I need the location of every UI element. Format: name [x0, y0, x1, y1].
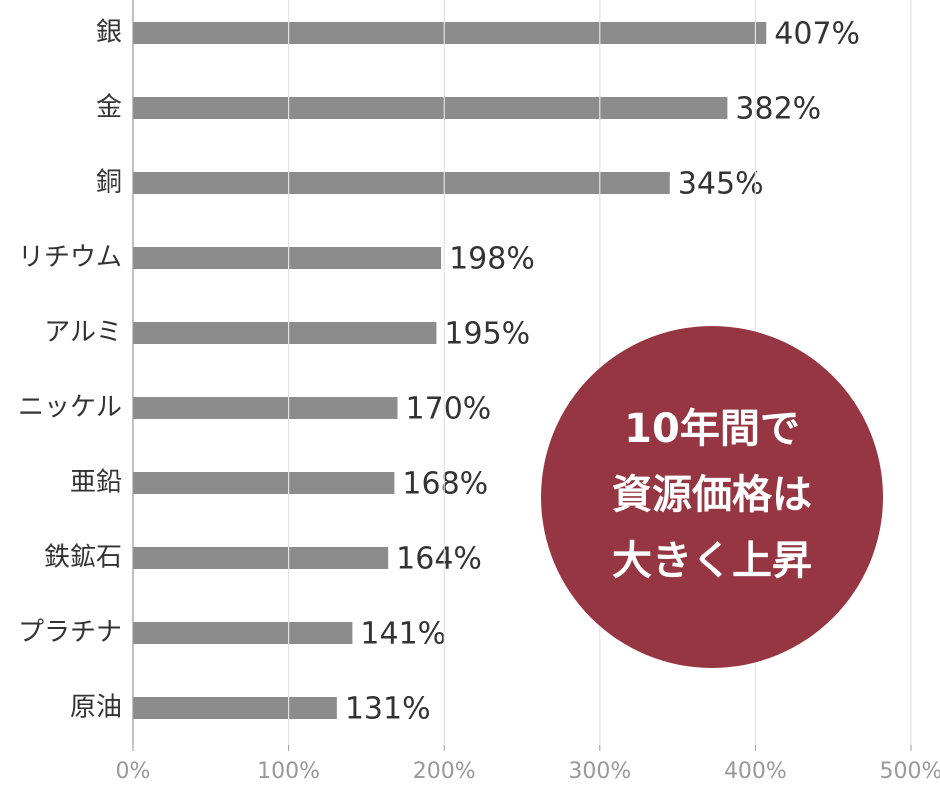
- x-tick-label: 300%: [568, 759, 631, 784]
- bar: [133, 622, 353, 644]
- bar: [133, 97, 728, 119]
- y-tick-label: 金: [96, 93, 122, 123]
- bar: [133, 472, 395, 494]
- bar: [133, 247, 442, 269]
- y-tick-label: アルミ: [44, 318, 122, 348]
- y-tick-label: 原油: [70, 693, 122, 723]
- data-label: 198%: [449, 242, 535, 277]
- annotation-text: 資源価格は: [612, 472, 812, 518]
- y-tick-label: 銅: [96, 168, 122, 198]
- data-label: 131%: [345, 692, 431, 727]
- bar: [133, 697, 337, 719]
- bar: [133, 22, 767, 44]
- data-label: 345%: [678, 167, 764, 202]
- data-label: 168%: [402, 467, 488, 502]
- bar: [133, 172, 670, 194]
- bar: [133, 547, 389, 569]
- x-tick-label: 500%: [880, 759, 940, 784]
- y-tick-label: リチウム: [18, 243, 122, 273]
- y-tick-label: プラチナ: [18, 618, 122, 648]
- data-label: 141%: [360, 617, 446, 652]
- x-tick-label: 0%: [116, 759, 151, 784]
- x-tick-label: 100%: [257, 759, 320, 784]
- x-tick-label: 400%: [724, 759, 787, 784]
- annotation-text: 大きく上昇: [612, 538, 812, 584]
- x-tick-label: 200%: [413, 759, 476, 784]
- data-label: 170%: [406, 392, 492, 427]
- y-tick-label: 鉄鉱石: [44, 543, 122, 573]
- bar: [133, 397, 398, 419]
- data-label: 164%: [396, 542, 482, 577]
- y-tick-label: ニッケル: [18, 393, 122, 423]
- y-tick-label: 亜鉛: [70, 468, 122, 498]
- data-label: 382%: [735, 92, 821, 127]
- data-label: 195%: [444, 317, 530, 352]
- annotation-circle: [541, 326, 883, 668]
- annotation-text: 10年間で: [624, 406, 800, 452]
- data-label: 407%: [774, 17, 860, 52]
- y-tick-label: 銀: [96, 18, 122, 48]
- bar: [133, 322, 437, 344]
